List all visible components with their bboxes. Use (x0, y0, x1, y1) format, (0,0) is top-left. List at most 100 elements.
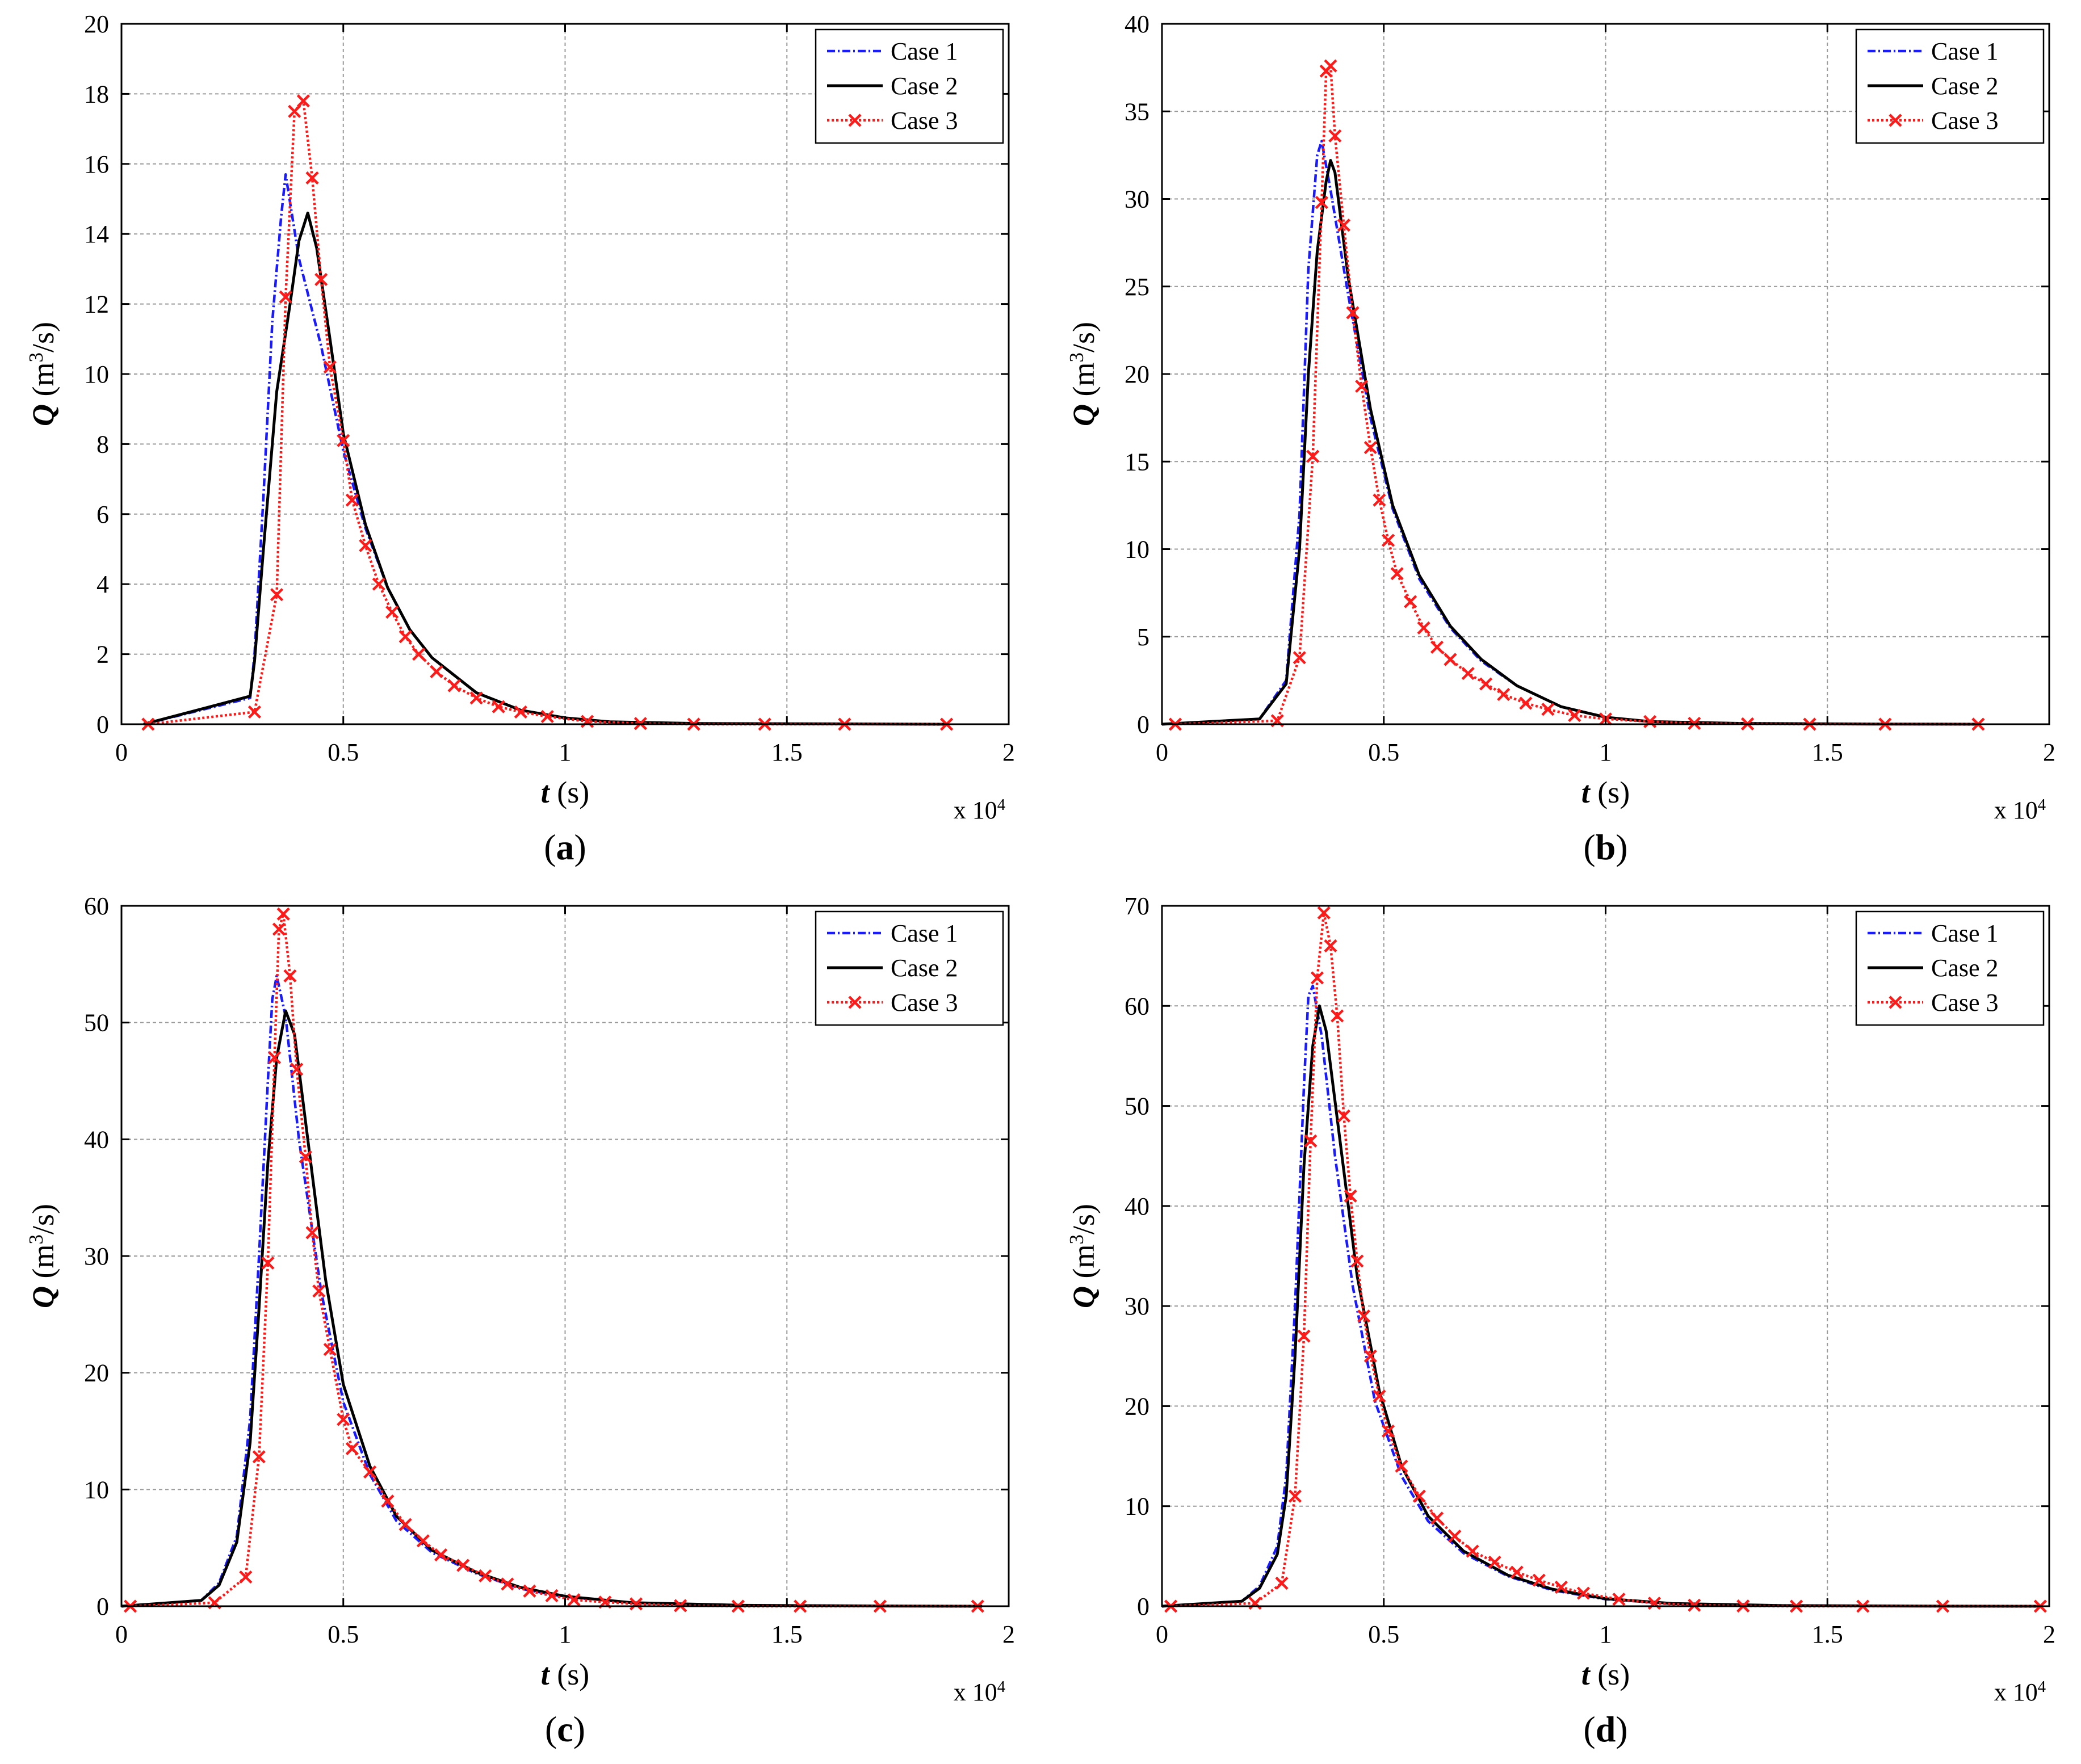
data-point-case-3 (1293, 651, 1306, 665)
y-tick-label: 50 (1125, 1093, 1149, 1120)
data-point-case-3 (1297, 1329, 1311, 1343)
data-point-case-3 (1373, 1389, 1386, 1403)
panel-label: (c) (545, 1709, 585, 1749)
y-tick-label: 25 (1125, 273, 1149, 301)
data-point-case-3 (290, 1062, 304, 1076)
data-point-case-3 (314, 272, 328, 287)
legend-marker (1889, 996, 1902, 1009)
series-line-case-2 (1161, 159, 1979, 726)
x-tick-label: 1.5 (771, 738, 803, 766)
panel-b: 0 0.5 1 1.5 2 0 5 10 15 20 25 30 35 40 t (s) Q (m3/s) x … (1040, 0, 2081, 882)
x-tick-label: 1.5 (1812, 738, 1843, 766)
data-point-case-3 (1344, 1189, 1357, 1203)
data-point-case-3 (296, 94, 311, 108)
data-point-case-3 (359, 539, 372, 552)
x-tick-label: 1 (1600, 1620, 1612, 1648)
series-line-case-2 (121, 1009, 983, 1608)
series-line-case-3 (1175, 64, 1978, 726)
data-point-case-3 (1519, 696, 1533, 710)
data-point-case-3 (1576, 1586, 1591, 1600)
x-tick-label: 2 (2043, 738, 2055, 766)
series-line-case-1 (1161, 984, 2041, 1608)
data-point-case-3 (323, 360, 337, 374)
y-axis-label: Q (m3/s) (1065, 1204, 1101, 1308)
data-point-case-3 (305, 1226, 319, 1240)
data-point-case-3 (501, 1577, 514, 1591)
y-tick-label: 70 (1125, 892, 1149, 920)
y-tick-label: 0 (97, 711, 109, 738)
data-point-case-3 (272, 922, 286, 936)
x-scale-multiplier: x 104 (1994, 1678, 2046, 1707)
x-tick-label: 0 (1156, 738, 1168, 766)
data-point-case-3 (261, 1256, 275, 1270)
x-tick-label: 1.5 (1812, 1620, 1843, 1648)
legend-marker (848, 114, 862, 127)
y-tick-label: 6 (97, 501, 109, 528)
y-tick-label: 20 (84, 10, 109, 38)
data-point-case-3 (1328, 129, 1342, 143)
x-tick-label: 2 (1002, 1620, 1015, 1648)
x-axis-label: t (s) (1581, 775, 1630, 809)
gridlines (1162, 24, 2049, 724)
legend: Case 1 Case 2 Case 3 (815, 910, 1004, 1026)
data-point-case-3 (1461, 666, 1475, 681)
data-point-case-3 (1350, 1254, 1364, 1268)
y-tick-label: 40 (1125, 10, 1149, 38)
panel-a: 0 0.5 1 1.5 2 0 2 4 6 8 10 12 14 16 18 20 t (s) Q (m3/s) x… (0, 0, 1040, 882)
data-point-case-3 (580, 715, 594, 728)
legend-label-case-2: Case 2 (1931, 954, 1999, 982)
data-point-case-3 (398, 630, 412, 644)
legend-marker (848, 996, 862, 1009)
data-point-case-3 (385, 605, 399, 619)
y-tick-label: 30 (1125, 1292, 1149, 1320)
y-tick-label: 0 (1137, 711, 1149, 738)
data-point-case-3 (1331, 1009, 1344, 1023)
data-point-case-3 (1688, 716, 1701, 730)
legend: Case 1 Case 2 Case 3 (815, 28, 1004, 144)
data-point-case-3 (323, 1342, 337, 1356)
x-axis-label: t (s) (541, 1657, 590, 1691)
data-point-case-3 (1306, 450, 1320, 463)
data-point-case-3 (252, 1450, 266, 1464)
data-point-case-3 (279, 290, 292, 304)
data-point-case-3 (1497, 687, 1511, 702)
y-tick-label: 30 (1125, 186, 1149, 213)
y-tick-label: 40 (1125, 1192, 1149, 1220)
x-tick-label: 0.5 (328, 738, 359, 766)
x-tick-label: 0.5 (1368, 1620, 1399, 1648)
data-point-case-3 (1541, 703, 1555, 716)
data-point-case-3 (1381, 534, 1395, 547)
y-axis-label: Q (m3/s) (1065, 322, 1101, 426)
x-tick-label: 0 (115, 1620, 128, 1648)
data-point-case-3 (514, 705, 527, 719)
x-scale-multiplier: x 104 (1994, 796, 2046, 825)
x-axis-label: t (s) (1581, 1657, 1630, 1691)
x-scale-multiplier: x 104 (954, 1678, 1005, 1707)
legend-label-case-2: Case 2 (1931, 72, 1999, 100)
legend-label-case-1: Case 1 (891, 37, 958, 65)
data-point-case-3 (312, 1284, 326, 1298)
data-point-case-3 (345, 493, 359, 507)
y-tick-label: 60 (1125, 992, 1149, 1020)
data-point-case-3 (1337, 1109, 1351, 1123)
legend-label-case-3: Case 3 (1931, 989, 1999, 1017)
legend-marker (1889, 114, 1902, 127)
data-point-case-3 (540, 709, 554, 724)
y-tick-label: 10 (84, 360, 109, 388)
data-point-case-3 (1288, 1489, 1302, 1503)
series-line-case-3 (130, 913, 978, 1608)
data-point-case-3 (456, 1559, 470, 1572)
data-point-case-3 (434, 1548, 448, 1562)
data-point-case-3 (1304, 1134, 1318, 1148)
data-point-case-3 (270, 588, 284, 602)
data-point-case-3 (1444, 653, 1457, 666)
data-point-case-3 (469, 691, 483, 705)
x-tick-label: 2 (2043, 1620, 2055, 1648)
y-tick-label: 0 (1137, 1593, 1149, 1620)
data-point-case-3 (430, 665, 443, 679)
